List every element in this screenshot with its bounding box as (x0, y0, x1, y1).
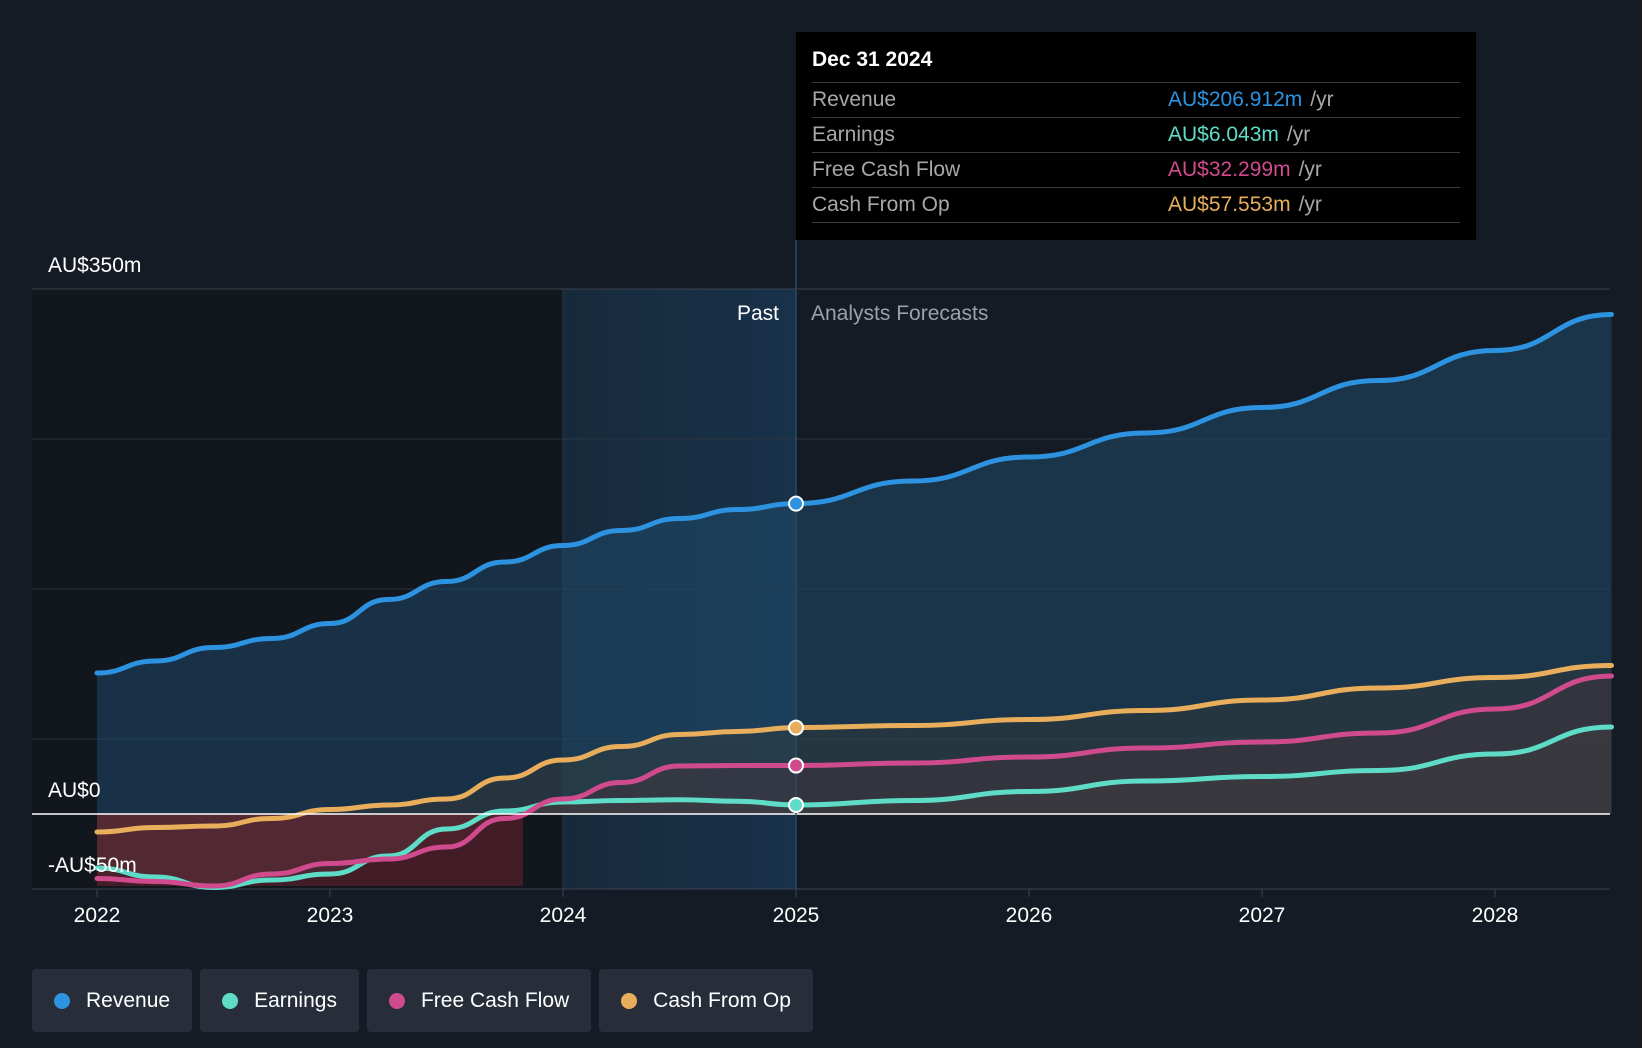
marker-free-cash-flow (788, 757, 804, 774)
x-tick-label: 2024 (540, 904, 587, 927)
tooltip-unit: /yr (1298, 193, 1322, 216)
tooltip-value: AU$6.043m (1168, 123, 1279, 146)
y-label-zero: AU$0 (48, 779, 101, 802)
legend-item-earnings[interactable]: Earnings (200, 969, 359, 1032)
tooltip-unit: /yr (1286, 123, 1311, 146)
x-tick-label: 2023 (307, 904, 354, 927)
tooltip-row-free-cash-flow: Free Cash Flow AU$32.299m /yr (812, 152, 1460, 187)
tooltip-value: AU$32.299m (1168, 158, 1291, 181)
series-line-revenue (94, 312, 1614, 676)
legend-item-revenue[interactable]: Revenue (32, 969, 193, 1032)
tooltip-row-earnings: Earnings AU$6.043m /yr (812, 117, 1460, 152)
series-line-free-cash-flow (94, 673, 1614, 889)
tooltip-label: Free Cash Flow (812, 158, 961, 181)
series-area-earnings (97, 727, 1612, 888)
legend-label: Revenue (86, 988, 171, 1012)
legend-dot-icon (222, 992, 239, 1009)
tooltip-date: Dec 31 2024 (812, 48, 933, 71)
tooltip-value: AU$57.553m (1168, 193, 1291, 216)
legend-label: Earnings (254, 988, 337, 1012)
x-tick-label: 2025 (773, 904, 820, 927)
chart-legend: Revenue Earnings Free Cash Flow Cash Fro… (32, 969, 813, 1032)
marker-earnings (788, 797, 804, 813)
marker-revenue (788, 495, 804, 512)
tooltip-unit: /yr (1298, 158, 1322, 181)
chart-canvas: AU$350m AU$0 -AU$50m Past Analysts Forecasts… (32, 240, 1614, 927)
legend-label: Free Cash Flow (420, 988, 570, 1012)
legend-dot-icon (621, 992, 638, 1009)
series-line-earnings (94, 724, 1614, 891)
tooltip-label: Revenue (812, 88, 897, 111)
tooltip-label: Cash From Op (812, 193, 950, 216)
chart-tooltip: Dec 31 2024 Revenue AU$206.912m /yr Earn… (796, 32, 1476, 240)
forecast-label: Analysts Forecasts (811, 302, 988, 325)
tooltip-label: Earnings (812, 123, 895, 146)
legend-item-cash-from-op[interactable]: Cash From Op (599, 969, 813, 1032)
y-label-bottom: -AU$50m (48, 854, 137, 877)
x-tick-label: 2028 (1472, 904, 1519, 927)
legend-label: Cash From Op (653, 988, 791, 1012)
legend-item-free-cash-flow[interactable]: Free Cash Flow (366, 969, 592, 1032)
x-tick-label: 2026 (1006, 904, 1053, 927)
x-tick-label: 2027 (1239, 904, 1286, 927)
marker-cash-from-op (788, 719, 804, 736)
tooltip-value: AU$206.912m (1168, 88, 1303, 111)
series-area-revenue (97, 314, 1612, 814)
series-area-free-cash-flow (97, 676, 1612, 886)
tooltip-unit: /yr (1310, 88, 1334, 111)
y-label-top: AU$350m (48, 254, 141, 277)
tooltip-row-cash-from-op: Cash From Op AU$57.553m /yr (812, 187, 1460, 223)
x-tick-label: 2022 (74, 904, 121, 927)
legend-dot-icon (388, 992, 405, 1009)
legend-dot-icon (54, 992, 70, 1009)
tooltip-row-revenue: Revenue AU$206.912m /yr (812, 82, 1460, 117)
past-label: Past (737, 302, 779, 325)
series-line-cash-from-op (94, 663, 1614, 835)
